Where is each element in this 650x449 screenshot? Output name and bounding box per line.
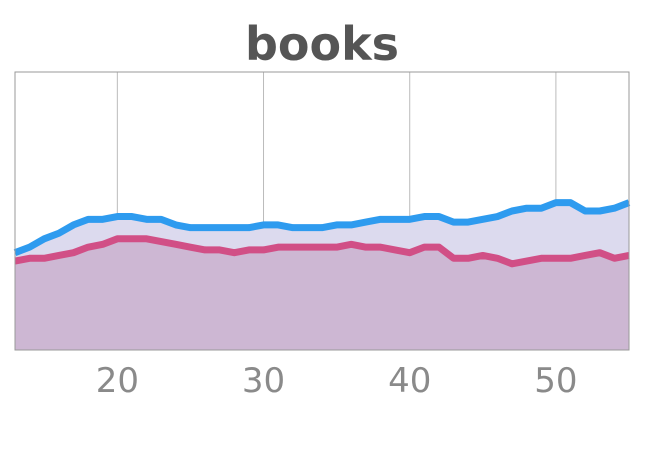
series-line: [14, 235, 630, 268]
x-tick-label: 50: [534, 361, 577, 401]
series-line: [13, 199, 631, 256]
x-tick-label: 20: [96, 361, 139, 401]
chart-title: books: [245, 17, 399, 71]
x-tick-label: 40: [388, 361, 431, 401]
area-fill: [15, 238, 629, 350]
x-tick-label: 30: [242, 361, 285, 401]
plot-frame: [14, 71, 630, 351]
